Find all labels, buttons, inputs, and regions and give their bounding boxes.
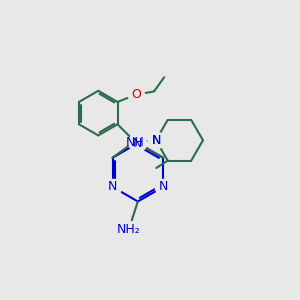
- Text: N: N: [108, 180, 117, 194]
- Text: N: N: [158, 180, 168, 194]
- Text: N: N: [133, 136, 142, 150]
- Text: NH: NH: [126, 136, 145, 149]
- Text: N: N: [151, 134, 160, 147]
- Text: O: O: [131, 88, 141, 101]
- Text: NH₂: NH₂: [117, 223, 141, 236]
- Text: N: N: [151, 134, 160, 147]
